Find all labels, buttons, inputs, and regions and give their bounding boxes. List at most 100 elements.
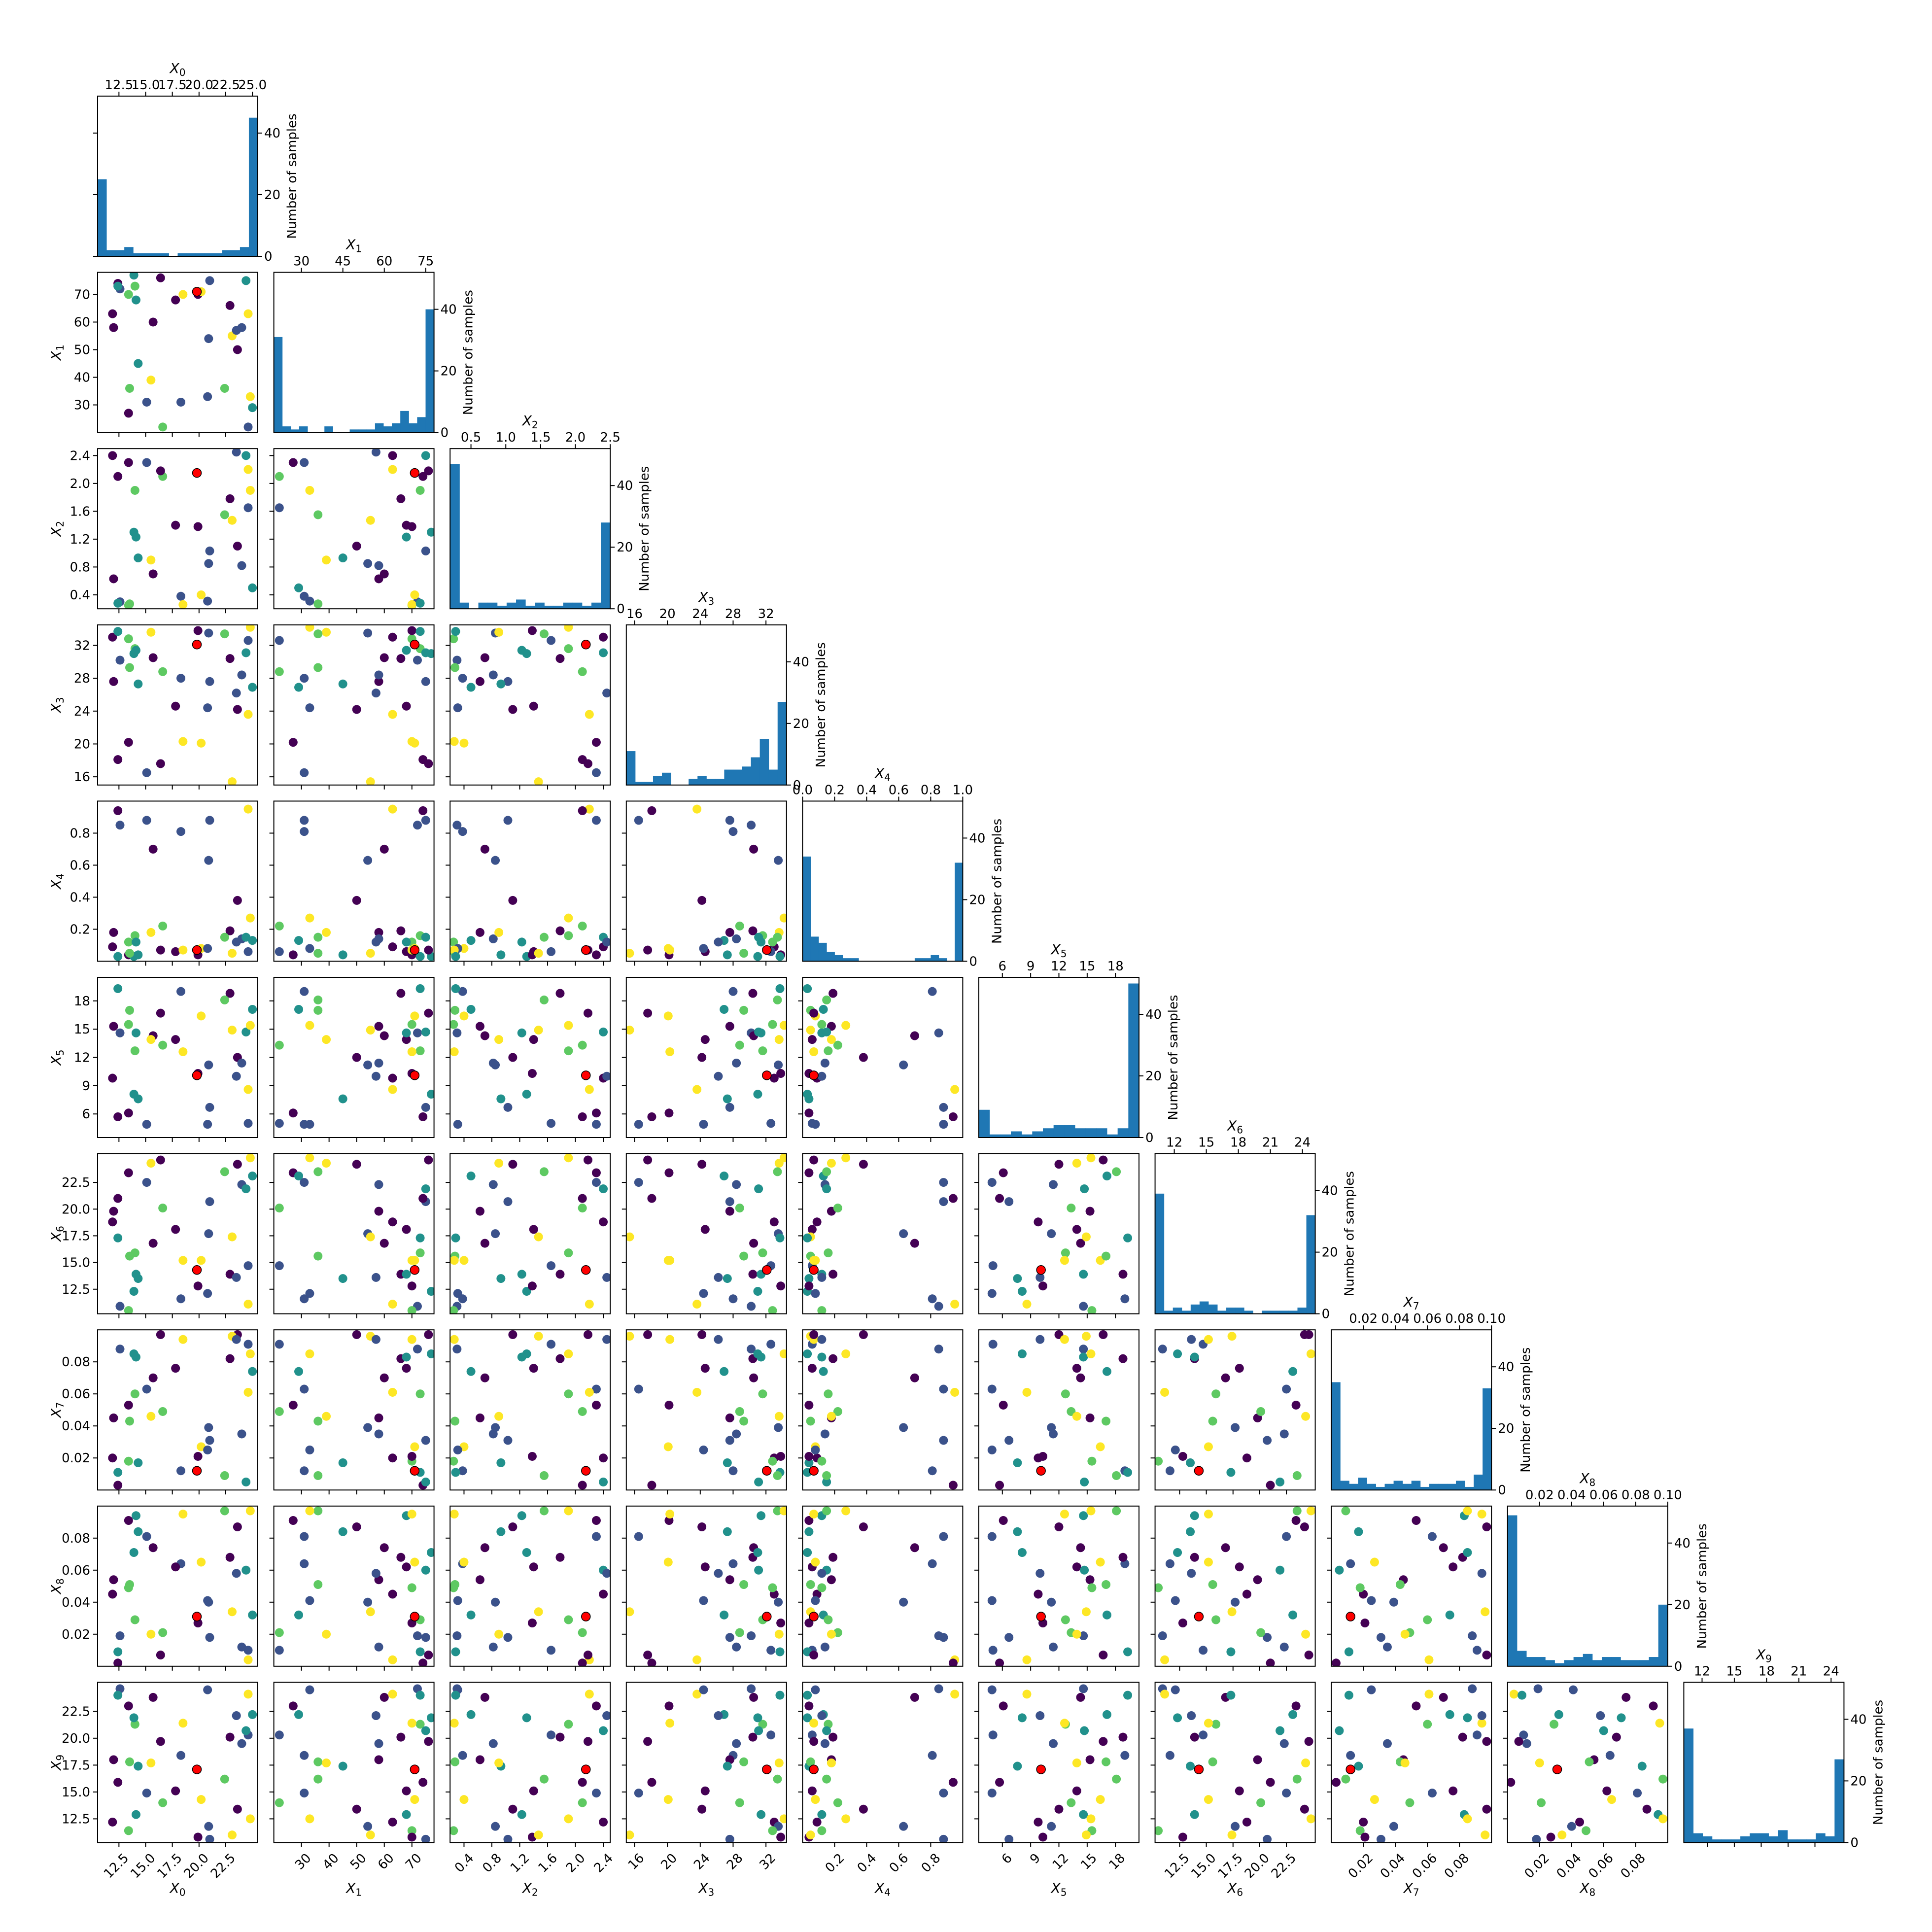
hist-y-label: Number of samples [1343,1171,1357,1296]
scatter-point [124,1456,133,1466]
panel-frame [273,272,435,433]
hist-y-ticklabel: 0 [264,249,273,264]
scatter-point [602,1711,611,1721]
scatter-point [232,448,241,457]
y-ticklabel: 40 [74,371,90,385]
scatter-point [534,949,543,958]
panel-frame [97,624,258,786]
scatter-point [178,945,188,955]
hist-bar [1526,1657,1536,1666]
scatter-point [242,276,251,285]
scatter-point [517,937,526,947]
diag-bottom-axis [1707,1842,1816,1847]
hist-x-ticklabel: 0.10 [1654,1488,1682,1503]
hist-bar [1730,1839,1741,1843]
scatter-point [699,1289,708,1298]
scatter-point [313,1251,323,1261]
scatter-point [578,1481,587,1490]
panel-4-2 [446,800,611,966]
scatter-point [413,821,422,830]
hist-bar [1455,1481,1465,1490]
y-ticklabel: 32 [74,638,90,653]
scatter-point [773,932,782,942]
scatter-point [779,1153,787,1163]
x-ticklabel: 15 [1078,1851,1100,1873]
best-point-marker [762,1612,772,1622]
scatter-point [827,1159,836,1168]
scatter-point [774,856,783,865]
x-ticklabel: 18 [1106,1851,1129,1873]
best-point-marker [410,1070,420,1080]
scatter-point [415,485,425,495]
scatter-point [987,1384,997,1394]
hist-bar [1155,1193,1165,1314]
scatter-point [156,1008,165,1018]
scatter-point [142,1789,151,1798]
scatter-point [421,1184,430,1194]
scatter-point [602,1071,611,1081]
x-ticklabel: 17.5 [1215,1851,1246,1881]
scatter-point [245,392,255,401]
scatter-point [402,701,411,711]
scatter-point [811,1596,820,1605]
scatter-point [591,1120,601,1129]
scatter-point [374,1429,383,1439]
scatter-point [232,326,241,335]
scatter-point [146,376,156,385]
scatter-point [779,1021,787,1030]
scatter-point [205,276,214,285]
scatter-point [1034,1589,1043,1599]
scatter-point [828,989,838,998]
scatter-point [1173,1349,1182,1358]
scatter-points [626,984,787,1129]
scatter-point [245,1506,255,1516]
scatter-point [228,516,237,525]
scatter-point [275,1798,284,1807]
scatter-point [1519,1730,1528,1740]
scatter-point [124,1826,133,1835]
scatter-point [1086,1153,1096,1163]
scatter-point [1165,1466,1174,1476]
scatter-point [806,1026,815,1035]
panel-9-2: 0.4 0.8 1.2 1.6 2.0 2.4X2 [446,1682,616,1898]
scatter-point [178,1510,188,1519]
scatter-point [647,1658,656,1666]
panel-frame [625,624,787,786]
scatter-point [488,1739,498,1748]
scatter-point [466,1710,476,1719]
scatter-point [602,689,611,698]
hist-bar [653,776,662,785]
hist-x-ticklabel: 0.04 [1381,1311,1410,1326]
x-ticklabel: 0.06 [1410,1851,1440,1881]
scatter-point [232,1273,241,1282]
scatter-point [450,634,458,644]
panel-frame [449,1153,611,1314]
scatter-point [232,1335,241,1344]
scatter-points [1507,1684,1668,1843]
scatter-point [591,1384,601,1394]
scatter-point [774,1412,784,1421]
scatter-point [1445,1710,1454,1719]
panel-frame [802,800,964,962]
scatter-point [1360,1619,1370,1628]
scatter-point [822,1027,831,1036]
panel-2-1 [269,448,435,614]
scatter-point [910,1373,919,1382]
y-ticklabel: 60 [74,315,90,330]
hist-bar [1693,1833,1703,1843]
y-axis-label: X6 [48,1226,66,1242]
scatter-point [809,1155,819,1165]
x-ticklabel: 12 [1050,1851,1072,1873]
scatter-point [109,677,118,686]
scatter-point [664,1701,674,1711]
scatter-point [1199,1730,1208,1740]
y-ticklabel: 0.8 [70,560,90,575]
scatter-point [453,703,462,713]
scatter-point [1263,1436,1272,1445]
scatter-point [626,1607,634,1617]
scatter-point [338,1527,347,1536]
x-ticklabel: 0.08 [1618,1851,1649,1881]
scatter-point [374,1207,383,1216]
scatter-point [496,1527,506,1536]
scatter-point [774,1758,784,1767]
